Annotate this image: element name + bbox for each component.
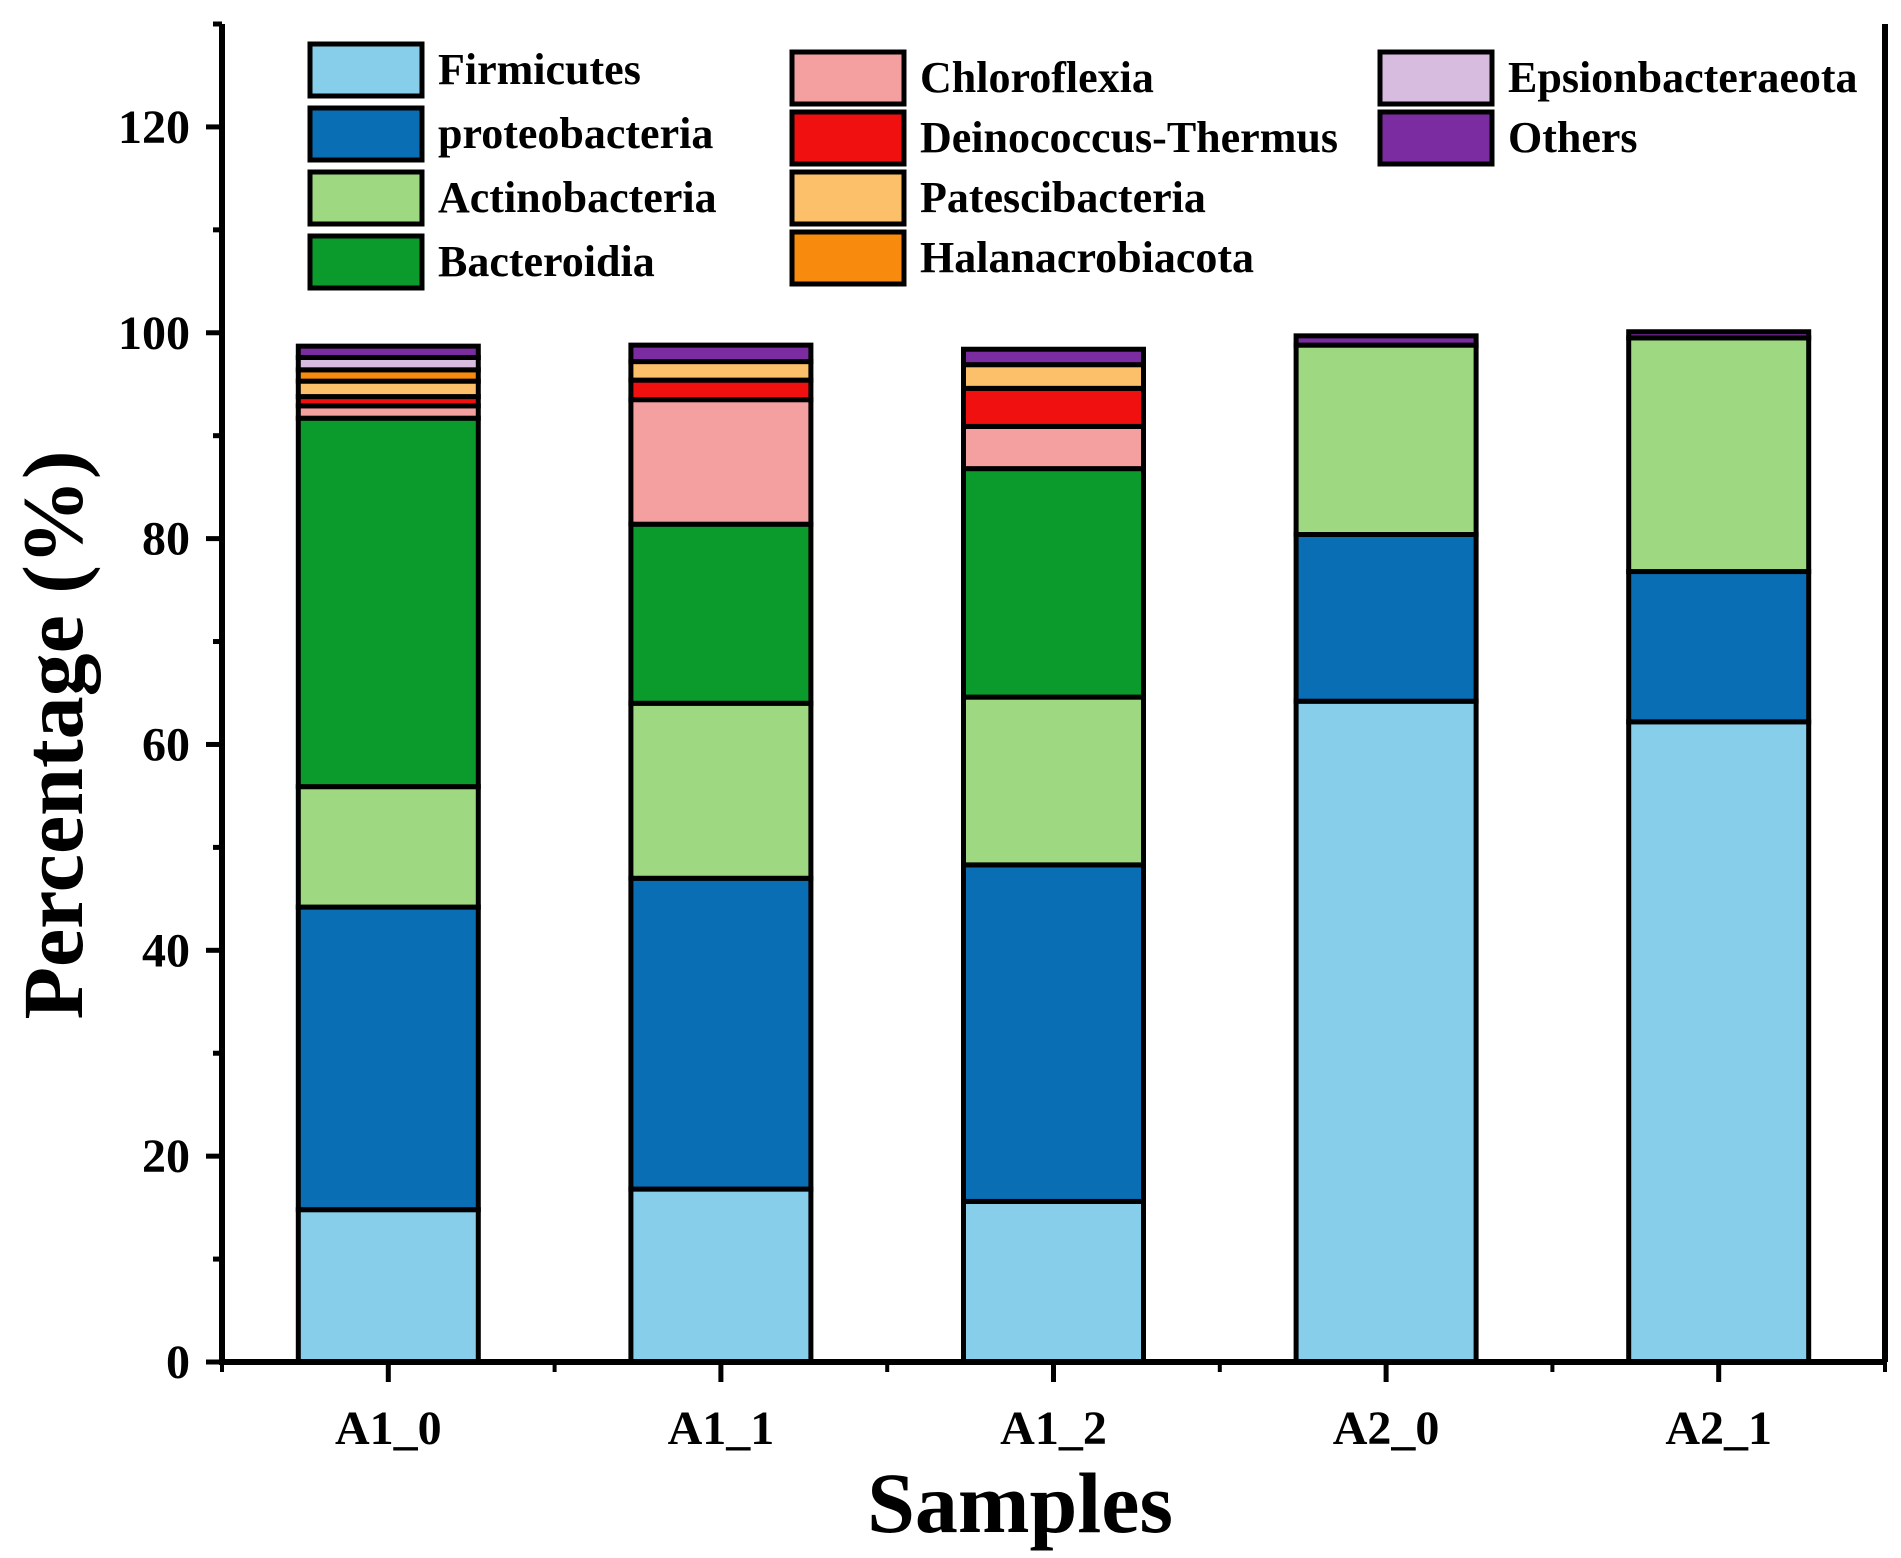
bar-segment-a1_2-proteobacteria	[961, 862, 1146, 1204]
bar-segment-a1_2-others	[961, 346, 1146, 368]
legend-swatch-bacteroidia	[307, 233, 425, 291]
x-tick-label: A2_0	[1333, 1402, 1440, 1455]
x-tick-label: A1_1	[668, 1402, 775, 1455]
legend-label-halanacrobiacota: Halanacrobiacota	[920, 233, 1254, 282]
legend-swatch-halanacrobiacota	[789, 229, 907, 287]
bar-segment-a1_2-actinobacteria	[961, 694, 1146, 868]
legend-swatch-others	[1377, 109, 1495, 167]
bar-segment-a1_1-actinobacteria	[628, 700, 814, 881]
y-tick-label: 60	[142, 718, 190, 771]
y-tick-label: 20	[142, 1130, 190, 1183]
legend-swatch-actinobacteria	[307, 169, 425, 227]
legend-layer: Firmicutes proteobacteria Actinobacteria Ba…	[307, 41, 1858, 291]
legend-label-firmicutes: Firmicutes	[438, 45, 641, 94]
bar-segment-a1_1-deinococcus-thermus	[628, 377, 814, 403]
y-tick-label: 0	[166, 1336, 190, 1389]
legend-label-bacteroidia: Bacteroidia	[438, 237, 655, 286]
legend-label-epsionbacteraeota: Epsionbacteraeota	[1508, 53, 1858, 102]
legend-label-others: Others	[1508, 113, 1638, 162]
bar-segment-a2_0-proteobacteria	[1293, 531, 1479, 704]
x-tick-label: A1_2	[1000, 1402, 1107, 1455]
legend-swatch-proteobacteria	[307, 105, 425, 163]
legend-swatch-firmicutes	[307, 41, 425, 99]
x-tick-label: A1_0	[335, 1402, 442, 1455]
y-tick-label: 100	[118, 307, 190, 360]
bar-segment-a1_1-bacteroidia	[628, 521, 814, 706]
bar-segment-a1_2-deinococcus-thermus	[961, 385, 1146, 429]
legend-label-chloroflexia: Chloroflexia	[920, 53, 1154, 102]
y-tick-label: 120	[118, 101, 190, 154]
bar-segment-a2_1-others	[1626, 329, 1812, 341]
bar-segment-a1_2-chloroflexia	[961, 423, 1146, 472]
bar-segment-a1_1-patescibacteria	[628, 359, 814, 383]
x-axis-title: Samples	[867, 1455, 1173, 1551]
y-tick-label: 40	[142, 924, 190, 977]
legend-swatch-patescibacteria	[789, 169, 907, 227]
bar-segment-a2_0-others	[1293, 333, 1479, 348]
x-tick-label: A2_1	[1665, 1402, 1772, 1455]
legend-label-proteobacteria: proteobacteria	[438, 109, 713, 158]
bar-segment-a2_1-actinobacteria	[1626, 335, 1812, 575]
bar-segment-a1_0-firmicutes	[295, 1207, 481, 1365]
bar-segment-a1_1-firmicutes	[628, 1186, 814, 1365]
bars-layer	[295, 329, 1812, 1365]
bar-segment-a1_2-bacteroidia	[961, 466, 1146, 700]
axes-layer: 0 20 40 60 80 100 120 A1_0 A1_1 A1_2 A2_0 A2_1	[118, 21, 1888, 1455]
legend-swatch-chloroflexia	[789, 49, 907, 107]
bar-segment-a2_0-actinobacteria	[1293, 342, 1479, 537]
bar-segment-a1_0-proteobacteria	[295, 904, 481, 1213]
bar-segment-a1_2-firmicutes	[961, 1198, 1146, 1365]
legend-label-actinobacteria: Actinobacteria	[438, 173, 717, 222]
bar-segment-a2_1-proteobacteria	[1626, 569, 1812, 725]
bar-segment-a1_1-proteobacteria	[628, 875, 814, 1192]
bar-segment-a1_2-patescibacteria	[961, 362, 1146, 391]
bar-segment-a2_1-firmicutes	[1626, 719, 1812, 1365]
bar-segment-a1_0-bacteroidia	[295, 415, 481, 790]
bar-segment-a1_1-chloroflexia	[628, 397, 814, 527]
legend-swatch-epsionbacteraeota	[1377, 49, 1495, 107]
legend-swatch-deinococcus-thermus	[789, 109, 907, 167]
y-axis-title: Percentage (%)	[5, 450, 101, 1019]
legend-label-deinococcus-thermus: Deinococcus-Thermus	[920, 113, 1338, 162]
legend-label-patescibacteria: Patescibacteria	[920, 173, 1206, 222]
bar-segment-a2_0-firmicutes	[1293, 698, 1479, 1365]
bar-segment-a1_1-others	[628, 342, 814, 365]
bar-segment-a1_0-others	[295, 343, 481, 360]
y-tick-label: 80	[142, 513, 190, 566]
bar-segment-a1_0-actinobacteria	[295, 784, 481, 910]
